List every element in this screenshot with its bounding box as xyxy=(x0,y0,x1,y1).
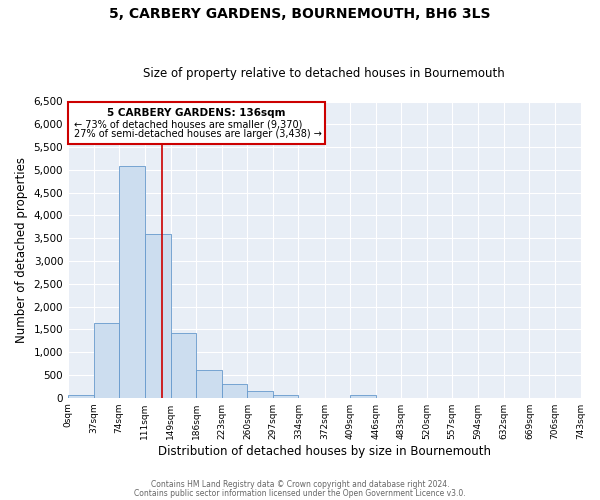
Text: 27% of semi-detached houses are larger (3,438) →: 27% of semi-detached houses are larger (… xyxy=(74,130,322,140)
Bar xyxy=(171,332,196,398)
Text: ← 73% of detached houses are smaller (9,370): ← 73% of detached houses are smaller (9,… xyxy=(74,120,302,130)
Bar xyxy=(68,395,94,398)
Bar xyxy=(273,394,298,398)
Text: 5 CARBERY GARDENS: 136sqm: 5 CARBERY GARDENS: 136sqm xyxy=(107,108,286,118)
Text: Contains HM Land Registry data © Crown copyright and database right 2024.: Contains HM Land Registry data © Crown c… xyxy=(151,480,449,489)
Bar xyxy=(196,370,222,398)
Y-axis label: Number of detached properties: Number of detached properties xyxy=(15,156,28,342)
Bar xyxy=(247,391,273,398)
Bar xyxy=(94,322,119,398)
FancyBboxPatch shape xyxy=(68,102,325,144)
Bar xyxy=(119,166,145,398)
Text: Contains public sector information licensed under the Open Government Licence v3: Contains public sector information licen… xyxy=(134,488,466,498)
Bar xyxy=(222,384,247,398)
Text: 5, CARBERY GARDENS, BOURNEMOUTH, BH6 3LS: 5, CARBERY GARDENS, BOURNEMOUTH, BH6 3LS xyxy=(109,8,491,22)
Title: Size of property relative to detached houses in Bournemouth: Size of property relative to detached ho… xyxy=(143,66,505,80)
X-axis label: Distribution of detached houses by size in Bournemouth: Distribution of detached houses by size … xyxy=(158,444,491,458)
Bar xyxy=(350,396,376,398)
Bar xyxy=(145,234,171,398)
